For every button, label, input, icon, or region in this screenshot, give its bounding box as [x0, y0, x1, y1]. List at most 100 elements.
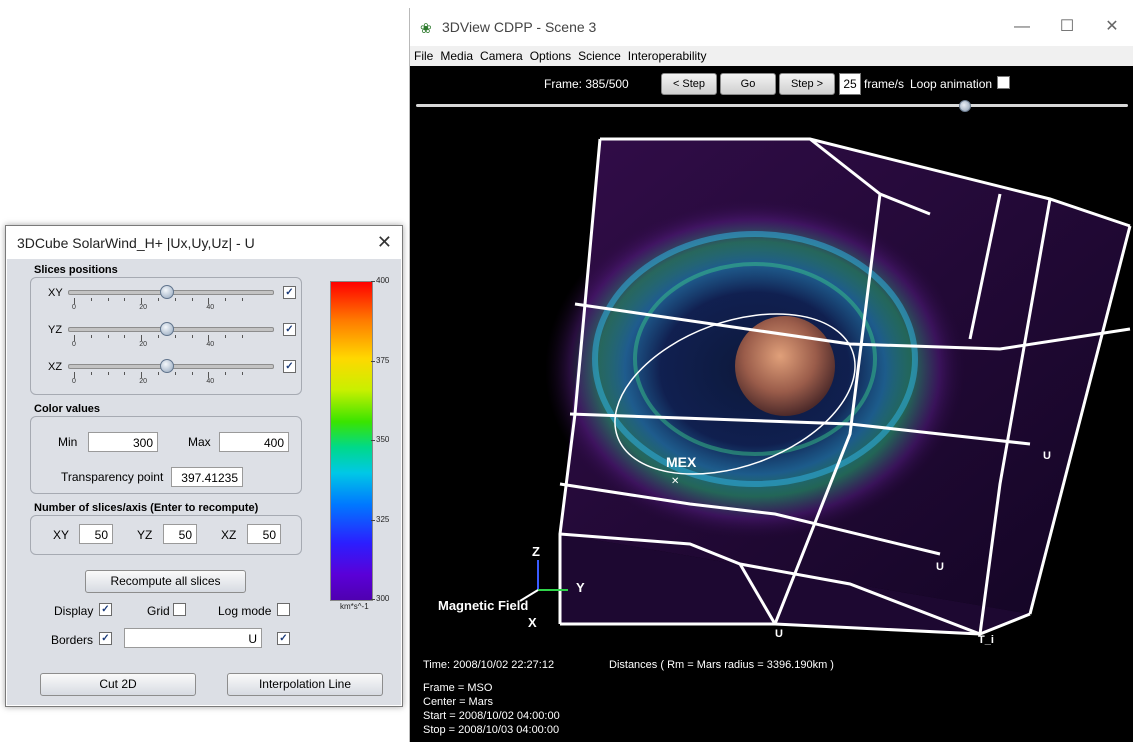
axis-y-label: Y — [576, 580, 585, 595]
slice-tick — [174, 298, 176, 301]
display-label: Display — [54, 604, 94, 618]
max-input[interactable]: 400 — [219, 432, 289, 452]
slice-slider-thumb[interactable] — [160, 359, 175, 373]
timeline-thumb[interactable] — [959, 100, 972, 112]
slice-tick-label: 40 — [206, 378, 215, 385]
magnetic-field-label: Magnetic Field — [438, 598, 529, 613]
slice-tick — [124, 372, 126, 375]
nslices-xy-label: XY — [53, 528, 70, 542]
borders-checkbox[interactable]: ✓ — [99, 632, 112, 645]
3dcube-window: 3DCube SolarWind_H+ |Ux,Uy,Uz| - U ✕ Sli… — [5, 225, 403, 707]
slice-tick — [158, 335, 159, 338]
slice-tick-label: 40 — [206, 341, 215, 348]
minimize-icon[interactable]: — — [1014, 18, 1030, 35]
menu-science[interactable]: Science — [578, 49, 621, 63]
cube-title: 3DCube SolarWind_H+ |Ux,Uy,Uz| - U — [17, 235, 255, 251]
frame-counter: Frame: 385/500 — [544, 77, 629, 91]
color-values-group — [30, 416, 302, 494]
3dview-titlebar[interactable]: ❀ 3DView CDPP - Scene 3 — ☐ ✕ — [410, 8, 1133, 46]
slice-tick — [90, 298, 92, 301]
color-values-title: Color values — [34, 403, 101, 415]
slice-checkbox[interactable]: ✓ — [283, 360, 296, 373]
slice-tick — [191, 335, 193, 338]
slice-label: XY — [48, 287, 63, 299]
menu-options[interactable]: Options — [529, 49, 572, 63]
slice-tick — [225, 335, 227, 338]
borders-label: Borders — [51, 633, 94, 647]
borders-right-checkbox[interactable]: ✓ — [277, 632, 290, 645]
min-input[interactable]: 300 — [88, 432, 158, 452]
mex-label: MEX — [666, 454, 697, 470]
slice-tick — [141, 335, 143, 341]
colorbar-tick-label: 375 — [376, 355, 390, 365]
nslices-xy-input[interactable]: 50 — [79, 524, 113, 544]
fps-label: frame/s — [864, 77, 905, 91]
bow-shock-ring — [592, 231, 918, 487]
slice-tick — [242, 335, 243, 338]
slice-tick-label: 20 — [139, 304, 147, 311]
logmode-checkbox[interactable] — [277, 603, 290, 616]
slice-tick — [141, 298, 143, 304]
wireframe-grid — [558, 137, 1132, 636]
fps-input[interactable]: 25 — [839, 73, 861, 95]
axis-x-label: X — [528, 615, 537, 630]
slice-slider-thumb[interactable] — [160, 285, 175, 299]
menu-interoperability[interactable]: Interoperability — [627, 49, 707, 63]
colorbar-tick-label: 325 — [376, 514, 390, 524]
colorbar-tick — [371, 519, 375, 521]
step-forward-button[interactable]: Step > — [779, 73, 835, 95]
slices-title: Slices positions — [34, 264, 118, 276]
nslices-title: Number of slices/axis (Enter to recomput… — [34, 502, 259, 514]
slice-tick — [158, 372, 159, 375]
slice-checkbox[interactable]: ✓ — [283, 286, 296, 299]
slice-checkbox[interactable]: ✓ — [283, 323, 296, 336]
mex-marker: ✕ — [671, 476, 680, 487]
close-icon[interactable]: ✕ — [1105, 18, 1119, 35]
transparency-input[interactable]: 397.41235 — [171, 467, 243, 487]
slice-tick — [174, 372, 176, 375]
u-label-right: U — [1043, 450, 1051, 462]
menu-file[interactable]: File — [414, 49, 434, 63]
go-button[interactable]: Go — [720, 73, 776, 95]
slice-tick — [208, 372, 210, 378]
slice-tick-label: 0 — [72, 341, 76, 348]
timeline-track[interactable] — [416, 104, 1128, 107]
menubar: File Media Camera Options Science Interoperab… — [410, 46, 1133, 66]
slice-tick — [158, 298, 159, 301]
cube-titlebar[interactable]: 3DCube SolarWind_H+ |Ux,Uy,Uz| - U ✕ — [6, 226, 402, 259]
frame-ref-readout: Frame = MSO — [423, 682, 493, 694]
t-i-label: T_i — [978, 634, 994, 646]
animation-toolbar: Frame: 385/500 < Step Go Step > 25 frame… — [410, 66, 1133, 114]
3dview-title: 3DView CDPP - Scene 3 — [442, 19, 597, 35]
scene-svg — [519, 137, 1132, 636]
menu-media[interactable]: Media — [440, 49, 474, 63]
3d-viewport[interactable]: MEX ✕ Z Y Magnetic Field X U U U T_i Tim… — [410, 114, 1133, 742]
nslices-yz-input[interactable]: 50 — [163, 524, 197, 544]
slice-label: YZ — [48, 324, 63, 336]
slice-tick-label: 0 — [72, 304, 76, 311]
cut-2d-button[interactable]: Cut 2D — [40, 673, 196, 696]
mex-orbit — [614, 313, 856, 475]
loop-label: Loop animation — [910, 77, 993, 91]
slice-tick — [208, 298, 210, 304]
slice-tick — [225, 372, 227, 375]
display-checkbox[interactable]: ✓ — [99, 603, 112, 616]
close-icon[interactable]: ✕ — [376, 232, 392, 252]
slice-tick — [74, 298, 75, 304]
borders-input[interactable]: U — [124, 628, 262, 648]
maximize-icon[interactable]: ☐ — [1059, 18, 1075, 35]
slice-tick — [191, 298, 193, 301]
loop-checkbox[interactable] — [997, 76, 1010, 89]
interpolation-line-button[interactable]: Interpolation Line — [227, 673, 383, 696]
time-readout: Time: 2008/10/02 22:27:12 — [423, 659, 555, 671]
nslices-xz-input[interactable]: 50 — [247, 524, 281, 544]
recompute-button[interactable]: Recompute all slices — [85, 570, 246, 593]
u-label-bottom: U — [775, 628, 783, 640]
slice-slider-thumb[interactable] — [160, 322, 175, 336]
slice-tick-label: 20 — [139, 341, 147, 348]
colorbar-tick-label: 300 — [376, 594, 390, 603]
step-back-button[interactable]: < Step — [661, 73, 717, 95]
nslices-xz-label: XZ — [221, 528, 237, 542]
grid-checkbox[interactable] — [173, 603, 186, 616]
menu-camera[interactable]: Camera — [480, 49, 523, 63]
